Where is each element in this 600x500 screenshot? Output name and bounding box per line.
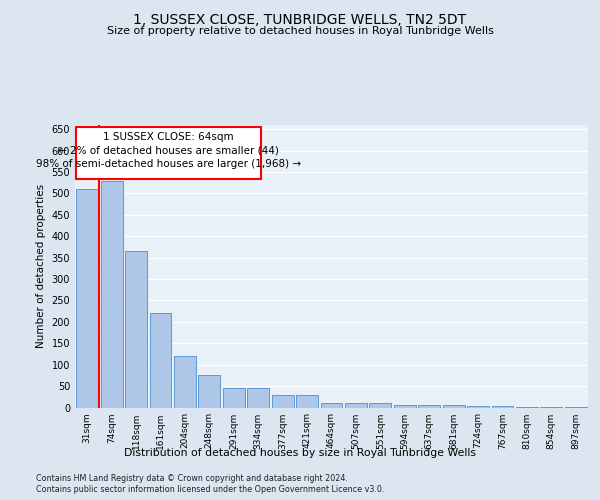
Bar xyxy=(76,127,260,178)
Y-axis label: Number of detached properties: Number of detached properties xyxy=(36,184,46,348)
Bar xyxy=(345,403,367,407)
Bar xyxy=(223,388,245,407)
Text: Contains HM Land Registry data © Crown copyright and database right 2024.: Contains HM Land Registry data © Crown c… xyxy=(36,474,348,483)
Bar xyxy=(516,406,538,408)
Bar xyxy=(101,180,122,408)
Bar xyxy=(247,388,269,407)
Text: Distribution of detached houses by size in Royal Tunbridge Wells: Distribution of detached houses by size … xyxy=(124,448,476,458)
Bar xyxy=(370,403,391,407)
Bar xyxy=(174,356,196,408)
Text: 1, SUSSEX CLOSE, TUNBRIDGE WELLS, TN2 5DT: 1, SUSSEX CLOSE, TUNBRIDGE WELLS, TN2 5D… xyxy=(133,12,467,26)
Text: 1 SUSSEX CLOSE: 64sqm: 1 SUSSEX CLOSE: 64sqm xyxy=(103,132,234,142)
Bar xyxy=(320,403,343,407)
Bar xyxy=(443,406,464,407)
Bar xyxy=(76,189,98,408)
Bar xyxy=(394,406,416,407)
Bar xyxy=(541,406,562,408)
Text: ← 2% of detached houses are smaller (44): ← 2% of detached houses are smaller (44) xyxy=(58,146,279,156)
Bar xyxy=(199,376,220,408)
Bar xyxy=(125,252,147,408)
Bar xyxy=(467,406,489,407)
Text: Contains public sector information licensed under the Open Government Licence v3: Contains public sector information licen… xyxy=(36,485,385,494)
Bar xyxy=(491,406,514,407)
Bar xyxy=(296,394,318,407)
Bar xyxy=(272,394,293,407)
Text: Size of property relative to detached houses in Royal Tunbridge Wells: Size of property relative to detached ho… xyxy=(107,26,493,36)
Bar xyxy=(565,406,587,408)
Bar xyxy=(418,406,440,407)
Text: 98% of semi-detached houses are larger (1,968) →: 98% of semi-detached houses are larger (… xyxy=(36,160,301,170)
Bar xyxy=(149,314,172,408)
